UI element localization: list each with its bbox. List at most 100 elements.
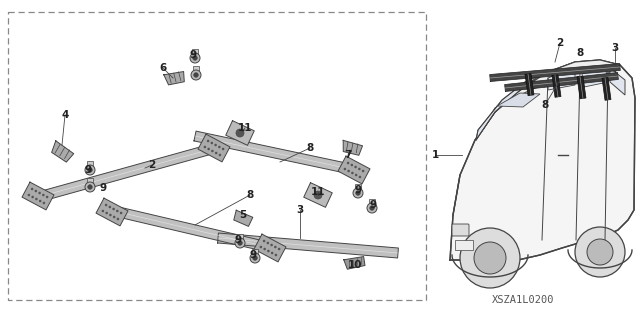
Text: 8: 8	[541, 100, 548, 110]
Polygon shape	[548, 68, 575, 90]
Circle shape	[358, 176, 361, 178]
Text: 5: 5	[239, 210, 246, 220]
Circle shape	[355, 174, 357, 176]
Circle shape	[35, 190, 37, 192]
Text: 6: 6	[159, 63, 166, 73]
Circle shape	[211, 142, 213, 144]
Polygon shape	[582, 66, 608, 87]
Polygon shape	[218, 233, 399, 258]
Text: 9: 9	[250, 250, 257, 260]
Circle shape	[85, 182, 95, 192]
Bar	[237, 234, 243, 239]
Circle shape	[587, 239, 613, 265]
Text: 9: 9	[99, 183, 107, 193]
Circle shape	[264, 248, 266, 250]
Polygon shape	[194, 131, 356, 175]
Bar	[87, 161, 93, 166]
Text: 3: 3	[611, 43, 619, 53]
Text: 11: 11	[237, 123, 252, 133]
Circle shape	[46, 196, 49, 198]
Text: 8: 8	[307, 143, 314, 153]
Bar	[355, 184, 361, 189]
Circle shape	[344, 168, 346, 170]
Bar	[252, 249, 258, 254]
Circle shape	[358, 168, 360, 170]
Circle shape	[351, 172, 354, 174]
Polygon shape	[96, 198, 128, 226]
Polygon shape	[198, 134, 230, 162]
Circle shape	[204, 146, 206, 148]
Text: 8: 8	[577, 48, 584, 58]
Polygon shape	[602, 77, 611, 100]
Polygon shape	[552, 75, 561, 97]
Text: 2: 2	[148, 160, 156, 170]
Circle shape	[207, 140, 209, 142]
Circle shape	[211, 150, 214, 152]
Bar	[369, 199, 375, 204]
Text: 8: 8	[246, 190, 253, 200]
Circle shape	[85, 165, 95, 175]
Circle shape	[219, 154, 221, 156]
Text: 9: 9	[355, 185, 362, 195]
Circle shape	[253, 256, 257, 260]
Circle shape	[347, 162, 349, 164]
Circle shape	[207, 148, 210, 150]
Text: 9: 9	[369, 200, 376, 210]
Polygon shape	[234, 210, 253, 226]
Circle shape	[31, 196, 34, 198]
Circle shape	[236, 129, 244, 137]
Circle shape	[88, 185, 92, 189]
Polygon shape	[34, 143, 216, 203]
Text: XSZA1L0200: XSZA1L0200	[492, 295, 554, 305]
Circle shape	[28, 194, 30, 196]
Circle shape	[31, 188, 33, 190]
Polygon shape	[226, 121, 254, 145]
Polygon shape	[109, 205, 273, 253]
Polygon shape	[52, 141, 74, 162]
Circle shape	[120, 212, 122, 214]
Circle shape	[260, 246, 262, 248]
Circle shape	[314, 191, 322, 199]
Circle shape	[105, 204, 108, 206]
Circle shape	[263, 240, 266, 242]
Circle shape	[214, 144, 217, 146]
Text: 10: 10	[348, 260, 362, 270]
Text: 9: 9	[234, 235, 241, 245]
Circle shape	[43, 202, 45, 204]
Polygon shape	[304, 183, 332, 207]
Bar	[8, 12, 426, 300]
Text: 9: 9	[84, 165, 92, 175]
Circle shape	[362, 170, 364, 172]
Circle shape	[235, 238, 245, 248]
Circle shape	[575, 227, 625, 277]
Bar	[193, 66, 199, 70]
Circle shape	[194, 73, 198, 77]
Polygon shape	[476, 60, 620, 140]
Circle shape	[38, 192, 41, 194]
Text: 4: 4	[61, 110, 68, 120]
Circle shape	[39, 200, 42, 202]
Circle shape	[215, 152, 218, 154]
Circle shape	[222, 148, 225, 150]
Text: 7: 7	[344, 150, 352, 160]
Circle shape	[353, 188, 363, 198]
Circle shape	[35, 198, 38, 200]
Circle shape	[367, 203, 377, 213]
Polygon shape	[497, 93, 540, 107]
Text: 9: 9	[189, 50, 196, 60]
Circle shape	[348, 170, 350, 172]
Circle shape	[474, 242, 506, 274]
Circle shape	[191, 70, 201, 80]
Circle shape	[370, 206, 374, 210]
Circle shape	[237, 241, 243, 245]
Circle shape	[109, 214, 111, 216]
Polygon shape	[338, 156, 370, 184]
Circle shape	[218, 146, 221, 148]
Polygon shape	[476, 75, 540, 140]
Polygon shape	[490, 63, 620, 81]
Circle shape	[271, 252, 273, 254]
Circle shape	[250, 253, 260, 263]
Polygon shape	[450, 60, 635, 263]
Text: 11: 11	[311, 187, 325, 197]
Text: 1: 1	[431, 150, 438, 160]
